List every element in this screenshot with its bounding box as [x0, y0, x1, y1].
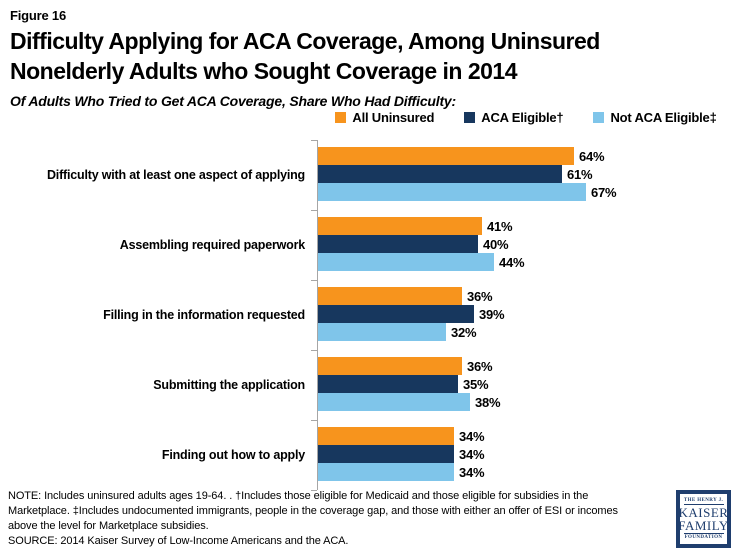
note-line: above the level for Marketplace subsidie… [8, 520, 209, 532]
legend-label: ACA Eligible† [481, 110, 564, 125]
legend-item: All Uninsured [335, 110, 434, 125]
bar-group: Finding out how to apply 34% 34% 34% [0, 420, 735, 490]
bar-row: 61% [318, 165, 616, 183]
bar-row: 35% [318, 375, 500, 393]
bar-row: 34% [318, 445, 485, 463]
bar-not-aca-eligible- [318, 253, 494, 271]
kff-logo-rule-bottom [683, 533, 724, 534]
bar-stack: 34% 34% 34% [318, 420, 485, 490]
legend-item: Not ACA Eligible‡ [593, 110, 717, 125]
header: Figure 16 Difficulty Applying for ACA Co… [10, 8, 725, 109]
bar-value-label: 35% [463, 376, 489, 392]
page-title: Difficulty Applying for ACA Coverage, Am… [10, 28, 600, 84]
legend-swatch-icon [464, 112, 476, 123]
legend-item: ACA Eligible† [464, 110, 564, 125]
bar-group: Submitting the application 36% 35% 38% [0, 350, 735, 420]
bar-row: 64% [318, 147, 616, 165]
bar-all-uninsured [318, 287, 462, 305]
axis-tick [311, 420, 317, 421]
category-label: Difficulty with at least one aspect of a… [46, 167, 305, 182]
bar-value-label: 40% [483, 236, 509, 252]
axis-tick [311, 490, 317, 491]
note-line: Marketplace. ‡Includes undocumented immi… [8, 505, 618, 517]
notes: NOTE: Includes uninsured adults ages 19-… [8, 489, 673, 549]
bar-all-uninsured [318, 217, 482, 235]
category-label: Submitting the application [153, 377, 305, 392]
bar-group: Difficulty with at least one aspect of a… [0, 140, 735, 210]
bar-aca-eligible- [318, 445, 454, 463]
y-axis-line [317, 140, 318, 490]
bar-value-label: 36% [467, 358, 493, 374]
bar-value-label: 38% [475, 394, 501, 410]
category-label: Assembling required paperwork [119, 237, 305, 252]
axis-tick [311, 350, 317, 351]
legend-label: Not ACA Eligible‡ [610, 110, 717, 125]
bar-value-label: 41% [487, 218, 513, 234]
bar-all-uninsured [318, 147, 574, 165]
kff-logo-family-text: FAMILY [678, 518, 729, 533]
category-label: Filling in the information requested [103, 307, 305, 322]
legend: All Uninsured ACA Eligible† Not ACA Eligib… [317, 110, 735, 125]
bar-row: 36% [318, 287, 504, 305]
bar-value-label: 64% [579, 148, 605, 164]
kff-logo-inner: THE HENRY J. KAISER FAMILY FOUNDATION [678, 494, 729, 544]
bar-value-label: 67% [591, 184, 617, 200]
bar-aca-eligible- [318, 235, 478, 253]
kff-logo-kaiser-text: KAISER [678, 505, 729, 520]
bar-all-uninsured [318, 357, 462, 375]
chart-subtitle: Of Adults Who Tried to Get ACA Coverage,… [10, 93, 456, 109]
bar-value-label: 36% [467, 288, 493, 304]
axis-tick [311, 280, 317, 281]
bar-row: 34% [318, 463, 485, 481]
bar-row: 67% [318, 183, 617, 201]
note-line: NOTE: Includes uninsured adults ages 19-… [8, 490, 589, 502]
bar-aca-eligible- [318, 305, 474, 323]
bar-value-label: 61% [567, 166, 593, 182]
bar-value-label: 39% [479, 306, 505, 322]
kff-logo-top-text: THE HENRY J. [683, 498, 724, 503]
bar-value-label: 44% [499, 254, 525, 270]
legend-swatch-icon [335, 112, 347, 123]
bar-row: 32% [318, 323, 504, 341]
bar-stack: 36% 35% 38% [318, 350, 501, 420]
kff-logo-bottom-text: FOUNDATION [684, 535, 723, 540]
bar-not-aca-eligible- [318, 323, 446, 341]
axis-tick [311, 140, 317, 141]
kff-logo: THE HENRY J. KAISER FAMILY FOUNDATION [676, 490, 731, 548]
bar-value-label: 34% [459, 446, 485, 462]
bar-stack: 64% 61% 67% [318, 140, 617, 210]
bar-value-label: 34% [459, 464, 485, 480]
bar-chart: Difficulty with at least one aspect of a… [0, 140, 735, 491]
bar-stack: 41% 40% 44% [318, 210, 525, 280]
bar-value-label: 32% [451, 324, 477, 340]
bar-aca-eligible- [318, 165, 562, 183]
bar-group: Assembling required paperwork 41% 40% 44% [0, 210, 735, 280]
figure-label: Figure 16 [10, 8, 66, 23]
note-line: SOURCE: 2014 Kaiser Survey of Low-Income… [8, 535, 349, 547]
bar-not-aca-eligible- [318, 463, 454, 481]
axis-tick [311, 210, 317, 211]
category-label: Finding out how to apply [161, 447, 305, 462]
bar-not-aca-eligible- [318, 183, 586, 201]
legend-swatch-icon [593, 112, 605, 123]
kff-logo-rule-top [683, 504, 724, 505]
bar-all-uninsured [318, 427, 454, 445]
bar-value-label: 34% [459, 428, 485, 444]
bar-row: 39% [318, 305, 505, 323]
bar-row: 40% [318, 235, 524, 253]
bar-row: 41% [318, 217, 524, 235]
bar-row: 34% [318, 427, 485, 445]
bar-aca-eligible- [318, 375, 458, 393]
bar-row: 36% [318, 357, 500, 375]
bar-group: Filling in the information requested 36% 3… [0, 280, 735, 350]
legend-label: All Uninsured [352, 110, 435, 125]
bar-row: 38% [318, 393, 501, 411]
bar-not-aca-eligible- [318, 393, 470, 411]
bar-row: 44% [318, 253, 525, 271]
bar-stack: 36% 39% 32% [318, 280, 505, 350]
